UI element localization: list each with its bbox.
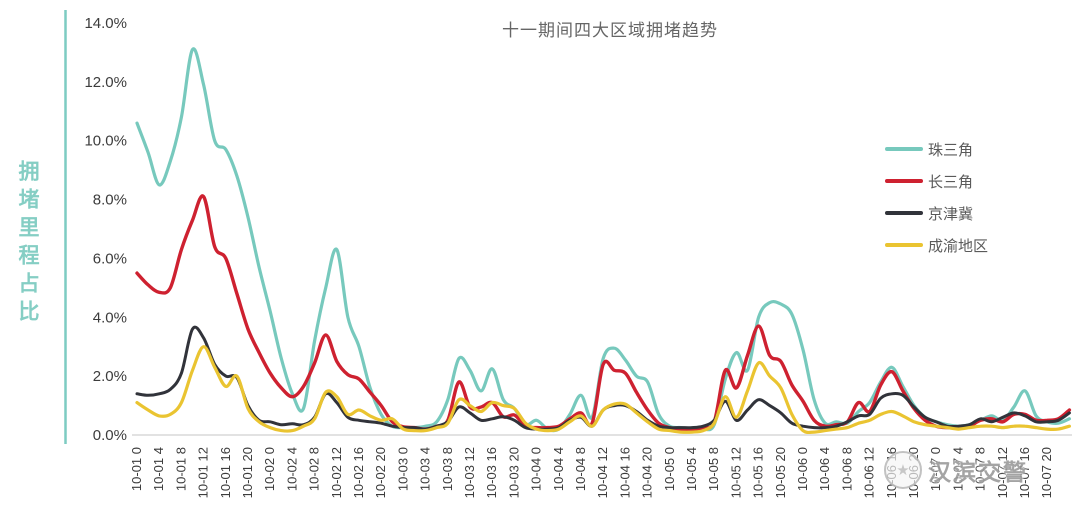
x-tick-label: 10-03 16 bbox=[484, 447, 499, 498]
x-tick-label: 10-05 0 bbox=[662, 447, 677, 491]
x-tick-label: 10-02 0 bbox=[262, 447, 277, 491]
legend-item-jingjinji: 京津冀 bbox=[885, 197, 988, 229]
legend-swatch-red-icon bbox=[885, 179, 923, 183]
y-tick-label: 12.0% bbox=[84, 74, 127, 91]
x-tick-label: 10-05 12 bbox=[728, 447, 743, 498]
y-tick-label: 8.0% bbox=[93, 192, 127, 209]
x-tick-label: 10-01 8 bbox=[173, 447, 188, 491]
x-tick-label: 10-02 8 bbox=[307, 447, 322, 491]
x-tick-label: 10-02 16 bbox=[351, 447, 366, 498]
x-tick-label: 10-06 0 bbox=[795, 447, 810, 491]
legend-label: 珠三角 bbox=[928, 141, 974, 159]
chart-title: 十一期间四大区域拥堵趋势 bbox=[502, 21, 718, 40]
x-tick-label: 10-01 12 bbox=[196, 447, 211, 498]
series-line-4 bbox=[135, 345, 1071, 435]
y-tick-label: 10.0% bbox=[84, 133, 127, 150]
police-badge-icon: ★ bbox=[884, 451, 922, 489]
x-tick-label: 10-04 0 bbox=[529, 447, 544, 491]
x-tick-label: 10-04 8 bbox=[573, 447, 588, 491]
x-tick-label: 10-01 4 bbox=[151, 447, 166, 491]
x-tick-label: 10-07 8 bbox=[973, 447, 988, 491]
x-tick-label: 10-02 4 bbox=[284, 447, 299, 491]
legend: 珠三角 长三角 京津冀 成渝地区 bbox=[885, 133, 988, 261]
x-tick-label: 10-07 20 bbox=[1039, 447, 1054, 498]
x-tick-label: 10-03 12 bbox=[462, 447, 477, 498]
y-tick-label: 0.0% bbox=[93, 427, 127, 444]
x-tick-label: 10-05 16 bbox=[751, 447, 766, 498]
x-tick-label: 10-03 0 bbox=[395, 447, 410, 491]
y-tick-label: 2.0% bbox=[93, 368, 127, 385]
x-tick-label: 10-07 12 bbox=[995, 447, 1010, 498]
x-tick-label: 10-05 8 bbox=[706, 447, 721, 491]
x-tick-label: 10-04 12 bbox=[595, 447, 610, 498]
legend-label: 京津冀 bbox=[928, 205, 974, 223]
x-tick-label: 10-03 4 bbox=[418, 447, 433, 491]
x-tick-label: 10-05 20 bbox=[773, 447, 788, 498]
x-tick-label: 10-04 16 bbox=[617, 447, 632, 498]
x-tick-label: 10-01 20 bbox=[240, 447, 255, 498]
x-tick-label: 10-04 20 bbox=[640, 447, 655, 498]
x-tick-label: 10-02 12 bbox=[329, 447, 344, 498]
legend-item-zhusanjiao: 珠三角 bbox=[885, 133, 988, 165]
x-tick-label: 10-03 20 bbox=[506, 447, 521, 498]
x-tick-label: 10-06 12 bbox=[862, 447, 877, 498]
legend-item-chengyu: 成渝地区 bbox=[885, 229, 988, 261]
x-tick-label: 10-02 20 bbox=[373, 447, 388, 498]
x-tick-label: 10-04 4 bbox=[551, 447, 566, 491]
watermark: ★ 汉滨交警 bbox=[884, 451, 1028, 489]
legend-swatch-yellow-icon bbox=[885, 243, 923, 247]
y-tick-label: 6.0% bbox=[93, 250, 127, 267]
x-tick-label: 10-01 16 bbox=[218, 447, 233, 498]
legend-swatch-teal-icon bbox=[885, 147, 923, 151]
x-tick-label: 10-07 16 bbox=[1017, 447, 1032, 498]
legend-swatch-black-icon bbox=[885, 211, 923, 215]
x-tick-label: 10-01 0 bbox=[129, 447, 144, 491]
x-tick-label: 10-05 4 bbox=[684, 447, 699, 491]
y-tick-label: 4.0% bbox=[93, 309, 127, 326]
legend-label: 长三角 bbox=[928, 173, 974, 191]
x-tick-label: 10-07 0 bbox=[928, 447, 943, 491]
watermark-text: 汉滨交警 bbox=[928, 459, 1028, 485]
x-tick-label: 10-06 4 bbox=[817, 447, 832, 491]
y-tick-label: 14.0% bbox=[84, 15, 127, 32]
x-tick-label: 10-03 8 bbox=[440, 447, 455, 491]
legend-item-changsanjiao: 长三角 bbox=[885, 165, 988, 197]
x-tick-label: 10-07 4 bbox=[950, 447, 965, 491]
x-tick-label: 10-06 8 bbox=[839, 447, 854, 491]
legend-label: 成渝地区 bbox=[928, 237, 989, 255]
y-axis-label: 拥堵里程占比 bbox=[16, 160, 39, 328]
